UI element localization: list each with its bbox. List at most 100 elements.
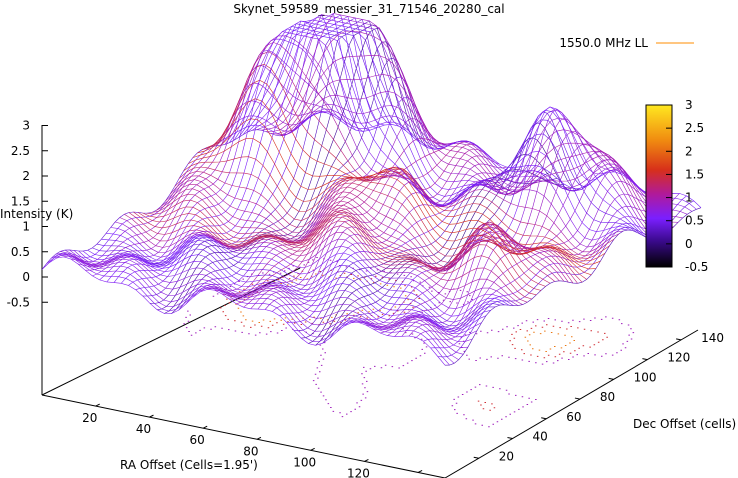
colorbar-tick-label: 3 [685,98,693,112]
mesh-line-dec [82,250,487,332]
mesh-line-dec [110,227,514,309]
mesh-line-dec [96,240,500,327]
dec-tick-mark [473,456,479,459]
mesh-line-ra [48,119,306,264]
dec-tick-label: 80 [600,390,615,404]
mesh-line-dec [147,199,551,284]
mesh-line-dec [188,138,592,276]
contour-level [220,268,608,411]
legend: 1550.0 MHz LL [559,36,694,50]
colorbar-tick-label: 0 [685,237,693,251]
dec-tick-label: 120 [667,351,690,365]
mesh-line-dec [275,74,679,223]
dec-tick-mark [608,377,614,380]
ra-tick-label: 40 [136,422,151,436]
mesh-line-dec [73,250,478,338]
mesh-line-dec [297,112,702,208]
dec-tick-mark [541,417,547,420]
colorbar-tick-label: 2.5 [685,121,704,135]
mesh-line-dec [133,211,537,296]
colorbar-tick-label: 1 [685,191,693,205]
legend-label: 1550.0 MHz LL [559,36,648,50]
mesh-line-dec [192,118,596,270]
mesh-line-dec [261,13,665,236]
mesh-line-ra [344,106,601,327]
mesh-line-dec [128,212,532,300]
dec-tick-mark [642,358,648,361]
mesh-line-dec [265,30,670,232]
mesh-line-ra [56,115,313,263]
surface-mesh [41,13,702,366]
dec-tick-mark [507,437,513,440]
mesh-line-dec [124,214,528,303]
chart-title: Skynet_59589_messier_31_71546_20280_cal [233,2,504,16]
mesh-line-dec [242,20,647,238]
mesh-line-dec [215,42,619,253]
dec-tick-label: 40 [532,430,547,444]
mesh-line-dec [119,217,523,305]
mesh-line-dec [293,111,697,210]
mesh-line-dec [247,19,651,240]
dec-tick-label: 60 [566,410,581,424]
mesh-line-dec [78,250,482,334]
dec-tick-label: 140 [701,331,724,345]
mesh-line-dec [137,212,542,291]
dec-tick-label: 20 [499,449,514,463]
z-tick-label: 3 [22,119,30,133]
mesh-line-dec [220,35,624,248]
mesh-line-dec [279,90,683,219]
mesh-line-dec [270,55,674,228]
ra-tick-mark [95,403,100,407]
z-tick-label: 1.5 [11,194,30,208]
mesh-line-dec [160,183,565,282]
mesh-line-dec [69,249,473,342]
ra-tick-label: 60 [190,433,205,447]
mesh-line-dec [46,255,450,366]
z-axis-ticks: 3 2.5 2 1.5 1 0.5 0 -0.5 [7,119,48,309]
mesh-line-ra [394,168,651,337]
mesh-line-dec [50,254,455,364]
mesh-line-ra [229,143,486,300]
z-tick-label: 0.5 [11,245,30,259]
ra-tick-label: 120 [347,466,370,478]
ra-tick-label: 20 [82,411,97,425]
dec-tick-mark [574,397,581,400]
colorbar-tick-label: 1.5 [685,167,704,181]
z-axis-label: Intensity (K) [0,207,73,221]
floor-axes [41,125,699,478]
mesh-line-dec [210,51,615,257]
z-tick-label: 2 [22,169,30,183]
ra-tick-mark [149,414,154,418]
mesh-line-dec [288,108,693,212]
z-tick-label: 2.5 [11,144,30,158]
dec-tick-mark [676,338,682,341]
mesh-line-ra [99,20,356,281]
dec-axis-ticks: 20 40 60 80 100 120 140 [473,331,724,463]
mesh-line-dec [151,193,555,282]
mesh-line-dec [41,256,446,366]
mesh-line-ra [149,20,407,304]
contour-lines [183,257,635,428]
mesh-line-dec [238,23,642,236]
contour-level [183,257,635,428]
ra-axis-line [41,394,446,478]
mesh-line-dec [60,251,464,355]
ra-tick-mark [202,425,208,429]
ra-tick-mark [364,458,369,462]
mesh-line-dec [284,103,688,215]
mesh-line-dec [87,248,491,331]
mesh-line-dec [101,237,505,323]
ra-tick-mark [417,470,423,473]
z-tick-label: -0.5 [7,295,30,309]
mesh-line-dec [165,179,569,283]
dec-axis-label: Dec Offset (cells) [633,417,736,431]
colorbar-tick-label: -0.5 [685,260,708,274]
colorbar-ticks: 3 2.5 2 1.5 1 0.5 0 -0.5 [666,98,708,274]
dec-axis-line [444,329,699,478]
ra-tick-mark [256,436,262,440]
mesh-line-dec [55,252,459,360]
ra-tick-mark [310,447,315,451]
mesh-line-dec [229,28,633,233]
z-tick-label: 1 [22,220,30,234]
